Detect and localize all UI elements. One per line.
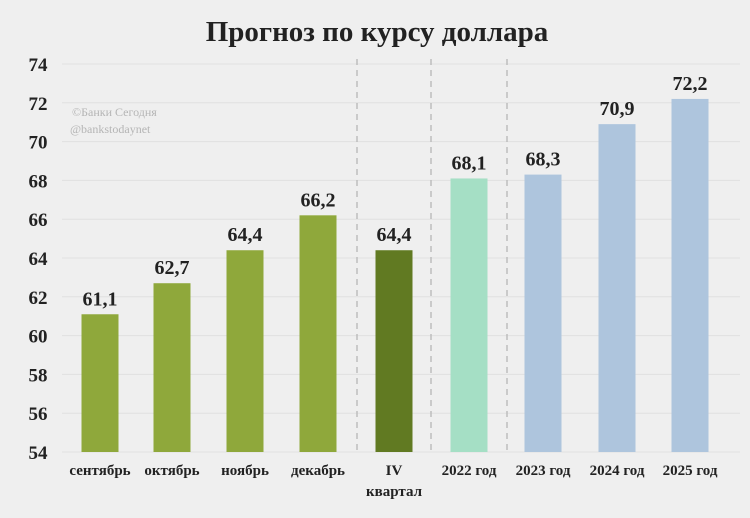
y-tick-label: 58 [29, 365, 48, 386]
data-label: 68,1 [452, 152, 487, 174]
y-tick-label: 62 [29, 288, 48, 309]
y-tick-label: 72 [29, 94, 48, 115]
bar [598, 124, 636, 452]
data-label: 64,4 [377, 224, 412, 246]
y-tick-label: 66 [29, 210, 48, 231]
x-tick-label: IV [386, 463, 403, 479]
watermark-line-1: ©Банки Сегодня [72, 105, 157, 119]
y-tick-label: 68 [29, 171, 48, 192]
y-tick-label: 60 [29, 327, 48, 348]
bar [226, 250, 264, 452]
data-label: 66,2 [301, 189, 336, 211]
bar [299, 215, 337, 452]
x-tick-label: квартал [366, 484, 423, 500]
x-tick-label: ноябрь [221, 463, 269, 479]
y-tick-label: 74 [29, 55, 49, 76]
data-label: 70,9 [600, 98, 635, 120]
data-label: 62,7 [155, 257, 190, 279]
bar [524, 174, 562, 452]
x-tick-label: декабрь [291, 463, 345, 479]
y-tick-label: 54 [29, 443, 49, 464]
bar [153, 283, 191, 452]
watermark-line-2: @bankstodaynet [70, 122, 151, 136]
y-tick-label: 64 [29, 249, 49, 270]
y-tick-label: 56 [29, 404, 48, 425]
chart-title: Прогноз по курсу доллара [206, 16, 549, 48]
data-label: 64,4 [228, 224, 263, 246]
x-tick-label: 2022 год [442, 463, 497, 479]
data-label: 72,2 [673, 73, 708, 95]
data-label: 68,3 [526, 149, 561, 171]
x-tick-label: 2023 год [516, 463, 571, 479]
bar [375, 250, 413, 452]
x-tick-label: 2024 год [590, 463, 645, 479]
x-tick-label: 2025 год [663, 463, 718, 479]
data-label: 61,1 [83, 288, 118, 310]
bar [81, 314, 119, 452]
x-tick-label: сентябрь [69, 463, 130, 479]
bar [450, 178, 488, 452]
bar [671, 98, 709, 453]
x-tick-label: октябрь [144, 463, 199, 479]
y-tick-label: 70 [29, 133, 48, 154]
